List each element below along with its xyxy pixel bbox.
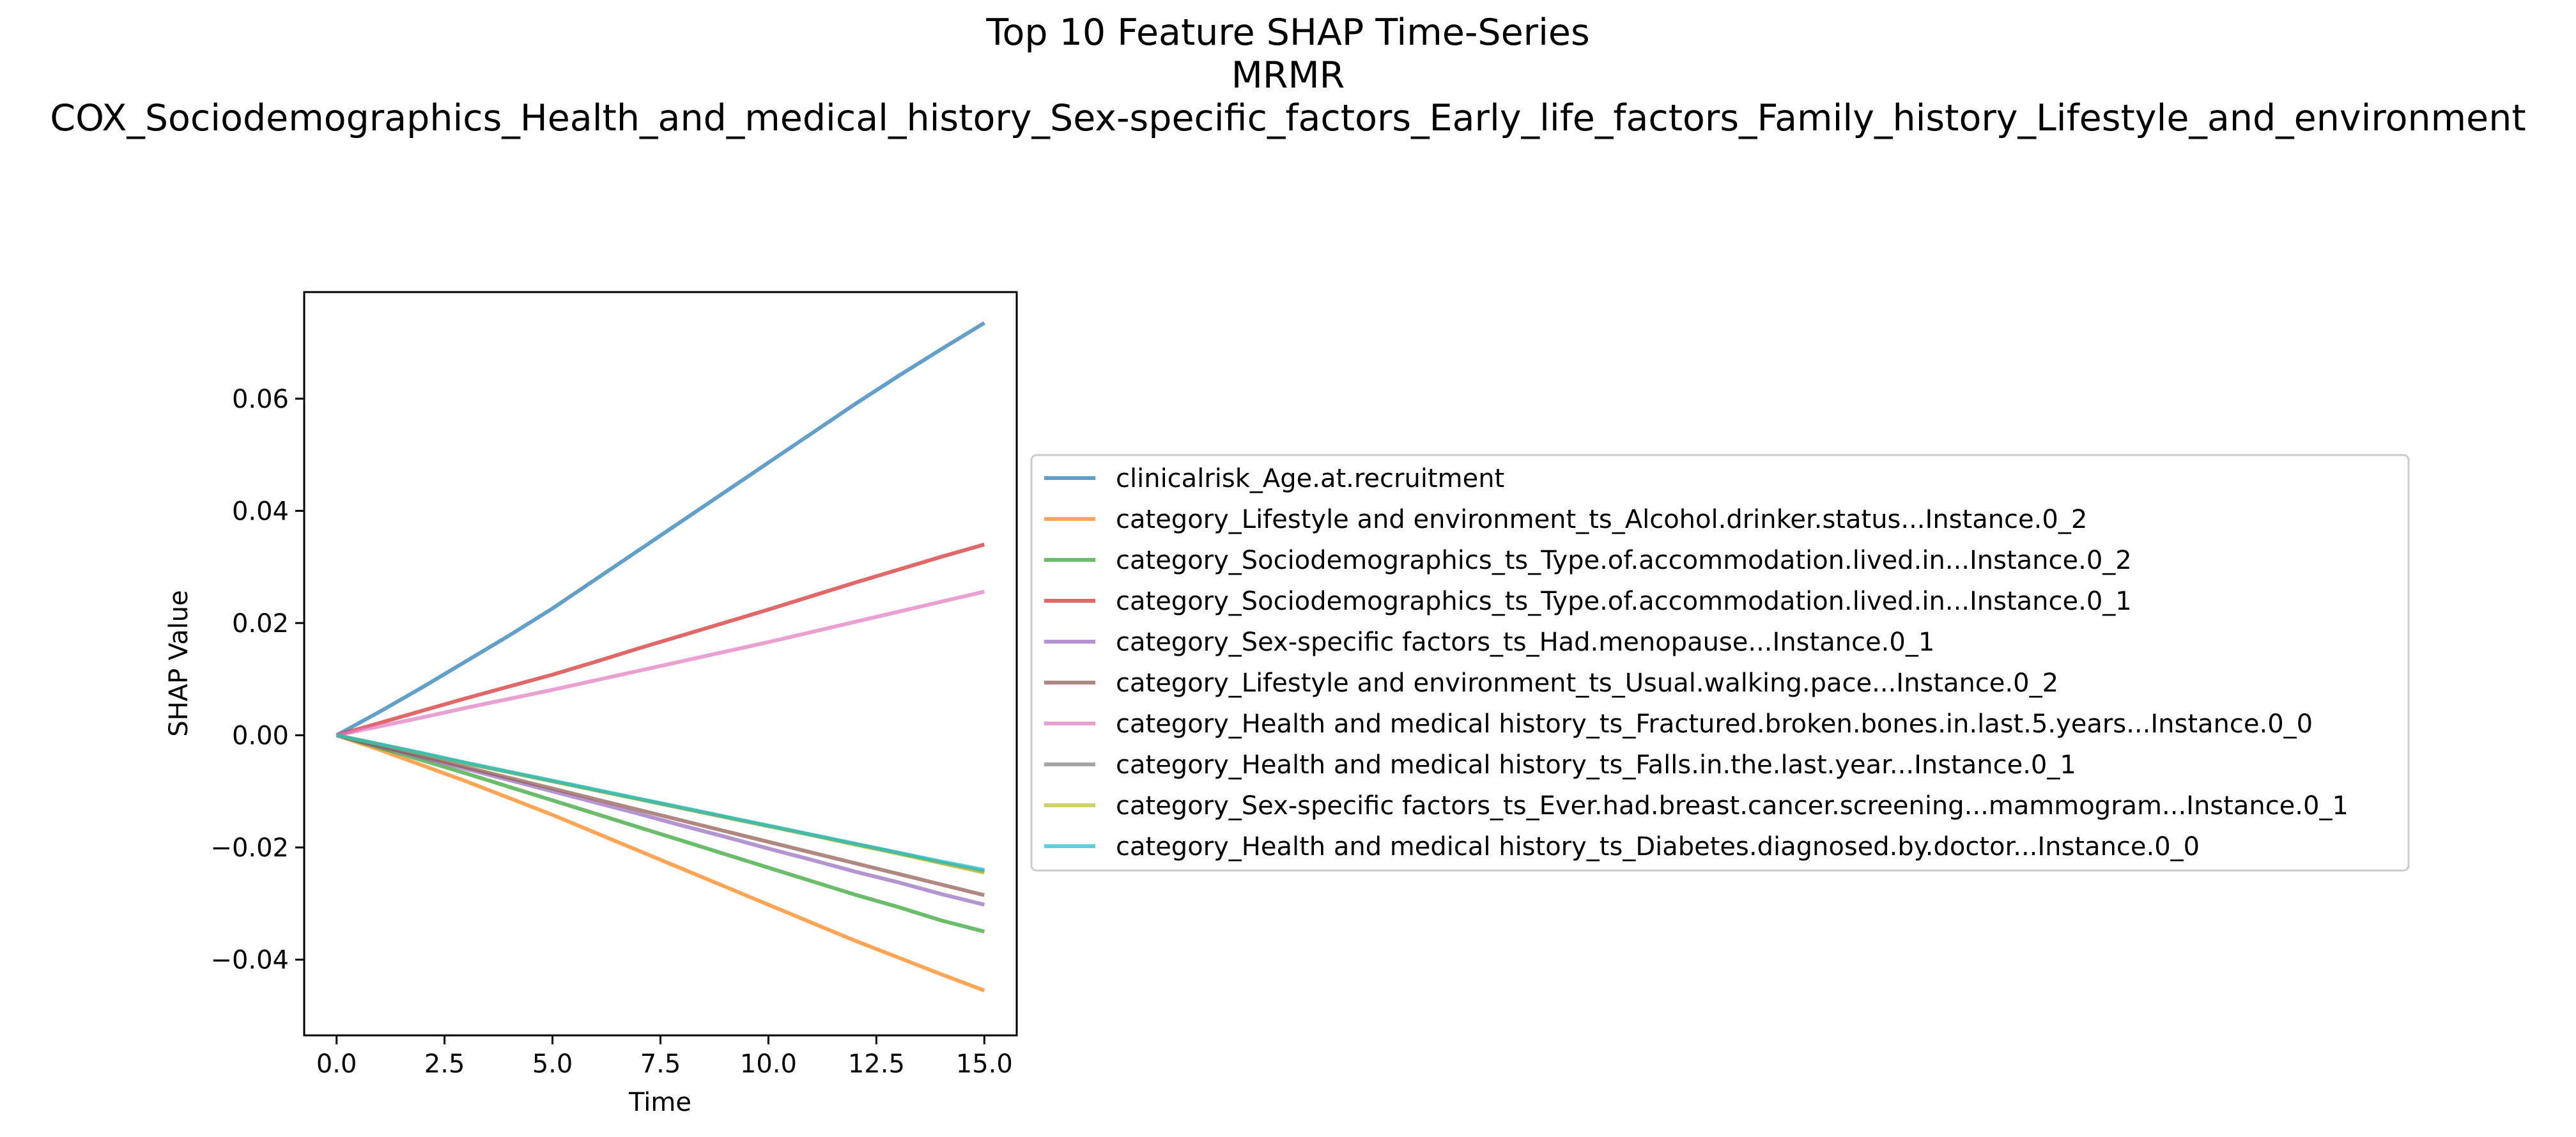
x-axis-ticks: 0.0 2.5 5.0 7.5 10.0 12.5 15.0 bbox=[316, 1035, 1013, 1079]
legend-label-1: clinicalrisk_Age.at.recruitment bbox=[1116, 464, 1504, 493]
series-line-10 bbox=[336, 733, 985, 872]
x-tick-label: 2.5 bbox=[424, 1049, 465, 1079]
chart-title: Top 10 Feature SHAP Time-Series MRMR COX… bbox=[0, 12, 2576, 140]
x-tick-label: 7.5 bbox=[640, 1049, 681, 1079]
y-axis-label: SHAP Value bbox=[164, 590, 194, 737]
legend-label-3: category_Sociodemographics_ts_Type.of.ac… bbox=[1116, 546, 2132, 575]
legend-frame bbox=[1030, 454, 2410, 872]
y-tick-label: −0.02 bbox=[210, 833, 289, 863]
x-tick-label: 5.0 bbox=[532, 1049, 573, 1079]
y-tick-label: −0.04 bbox=[210, 946, 289, 975]
legend-label-5: category_Sex-specific factors_ts_Had.men… bbox=[1116, 628, 1934, 657]
series-line-4 bbox=[335, 543, 985, 738]
legend-label-9: category_Sex-specific factors_ts_Ever.ha… bbox=[1116, 791, 2348, 821]
chart-title-line-2: MRMR bbox=[1231, 54, 1345, 97]
legend: clinicalrisk_Age.at.recruitment category_… bbox=[1030, 454, 2410, 872]
legend-label-10: category_Health and medical history_ts_D… bbox=[1116, 832, 2200, 862]
x-tick-label: 0.0 bbox=[316, 1049, 357, 1079]
legend-label-7: category_Health and medical history_ts_F… bbox=[1116, 709, 2313, 739]
series-line-1 bbox=[335, 321, 985, 738]
y-tick-label: 0.00 bbox=[232, 721, 289, 750]
legend-label-4: category_Sociodemographics_ts_Type.of.ac… bbox=[1116, 587, 2132, 616]
y-tick-label: 0.04 bbox=[232, 497, 289, 526]
series-line-2 bbox=[335, 733, 985, 993]
plot-frame bbox=[303, 291, 1018, 1037]
legend-label-8: category_Health and medical history_ts_F… bbox=[1116, 750, 2076, 780]
x-tick-label: 12.5 bbox=[848, 1049, 905, 1079]
x-tick-label: 15.0 bbox=[956, 1049, 1013, 1079]
chart-title-line-3: COX_Sociodemographics_Health_and_medical… bbox=[50, 97, 2526, 139]
y-tick-label: 0.02 bbox=[232, 609, 289, 638]
series-line-3 bbox=[335, 733, 985, 934]
series-line-6 bbox=[335, 733, 985, 897]
series-layer bbox=[335, 321, 985, 993]
x-tick-label: 10.0 bbox=[740, 1049, 797, 1079]
y-tick-label: 0.06 bbox=[232, 385, 289, 414]
series-line-7 bbox=[336, 589, 985, 738]
x-axis-label: Time bbox=[628, 1088, 691, 1117]
legend-label-6: category_Lifestyle and environment_ts_Us… bbox=[1116, 669, 2058, 698]
chart-title-line-1: Top 10 Feature SHAP Time-Series bbox=[986, 12, 1590, 54]
y-axis-ticks: −0.04 −0.02 0.00 0.02 0.04 0.06 bbox=[210, 385, 304, 975]
legend-label-2: category_Lifestyle and environment_ts_Al… bbox=[1116, 505, 2087, 534]
